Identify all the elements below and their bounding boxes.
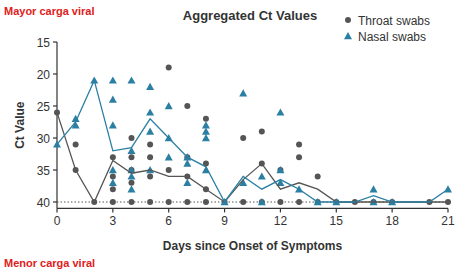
x-tick-label: 15 xyxy=(330,214,344,228)
y-tick-label: 35 xyxy=(37,164,51,178)
point xyxy=(110,173,116,179)
mean-line xyxy=(57,112,448,202)
point xyxy=(146,83,154,90)
point xyxy=(128,199,134,205)
x-tick xyxy=(336,208,337,212)
x-tick xyxy=(56,208,57,212)
y-tick xyxy=(53,201,57,202)
plot-area xyxy=(53,65,452,206)
point xyxy=(128,180,134,186)
point xyxy=(109,76,117,83)
annotation: Mayor carga viral xyxy=(4,5,95,17)
x-tick-label: 0 xyxy=(54,214,61,228)
x-tick xyxy=(392,208,393,212)
annotation: Menor carga viral xyxy=(4,257,95,269)
point xyxy=(276,108,284,115)
point xyxy=(277,167,283,173)
x-tick xyxy=(112,208,113,212)
point xyxy=(127,76,135,83)
point xyxy=(296,141,302,147)
point xyxy=(203,199,209,205)
point xyxy=(183,179,191,186)
point xyxy=(146,128,154,135)
point xyxy=(296,199,302,205)
x-tick-label: 18 xyxy=(385,214,399,228)
point xyxy=(240,199,246,205)
y-tick-label: 15 xyxy=(37,36,51,50)
point xyxy=(203,116,209,122)
x-tick-label: 6 xyxy=(165,214,172,228)
x-tick-label: 21 xyxy=(441,214,455,228)
x-tick xyxy=(280,208,281,212)
point xyxy=(128,135,134,141)
point xyxy=(165,102,173,109)
point xyxy=(258,172,266,179)
x-tick xyxy=(224,208,225,212)
point xyxy=(166,65,172,71)
point xyxy=(110,154,116,160)
y-label: Ct Value xyxy=(13,101,27,149)
title: Aggregated Ct Values xyxy=(183,8,317,23)
point xyxy=(202,121,210,128)
point xyxy=(202,134,210,141)
point xyxy=(276,166,284,173)
legend-marker xyxy=(345,17,351,23)
y-tick-label: 25 xyxy=(37,100,51,114)
point xyxy=(240,135,246,141)
point xyxy=(184,103,190,109)
y-tick-label: 40 xyxy=(37,196,51,210)
point xyxy=(166,167,172,173)
x-tick-label: 3 xyxy=(110,214,117,228)
legend-label: Throat swabs xyxy=(358,14,430,28)
point xyxy=(183,160,191,167)
point xyxy=(146,108,154,115)
y-tick xyxy=(53,105,57,106)
x-tick xyxy=(168,208,169,212)
point xyxy=(109,96,117,103)
chart: Aggregated Ct Values Mayor carga viral Men… xyxy=(0,0,460,274)
y-tick xyxy=(53,137,57,138)
legend-marker xyxy=(344,32,352,39)
y-tick-label: 20 xyxy=(37,68,51,82)
point xyxy=(315,173,321,179)
point xyxy=(258,198,266,205)
point xyxy=(165,153,173,160)
point xyxy=(73,141,79,147)
point xyxy=(147,199,153,205)
point xyxy=(239,89,247,96)
x-axis xyxy=(57,208,448,209)
point xyxy=(109,121,117,128)
legend-label: Nasal swabs xyxy=(358,30,426,44)
x-tick-label: 12 xyxy=(274,214,288,228)
mean-line xyxy=(57,80,448,202)
point xyxy=(147,173,153,179)
point xyxy=(259,129,265,135)
point xyxy=(127,185,135,192)
point xyxy=(184,199,190,205)
point xyxy=(202,128,210,135)
x-tick xyxy=(447,208,448,212)
point xyxy=(166,199,172,205)
point xyxy=(110,186,116,192)
point xyxy=(259,199,265,205)
point xyxy=(110,199,116,205)
point xyxy=(109,179,117,186)
x-label: Days since Onset of Symptoms xyxy=(163,239,343,253)
point xyxy=(296,154,302,160)
y-tick-label: 30 xyxy=(37,132,51,146)
x-tick-label: 9 xyxy=(221,214,228,228)
y-tick xyxy=(53,169,57,170)
point xyxy=(147,141,153,147)
y-tick xyxy=(53,41,57,42)
point xyxy=(370,185,378,192)
point xyxy=(147,154,153,160)
y-tick xyxy=(53,73,57,74)
y-axis xyxy=(56,42,57,208)
point xyxy=(277,199,283,205)
point xyxy=(128,154,134,160)
